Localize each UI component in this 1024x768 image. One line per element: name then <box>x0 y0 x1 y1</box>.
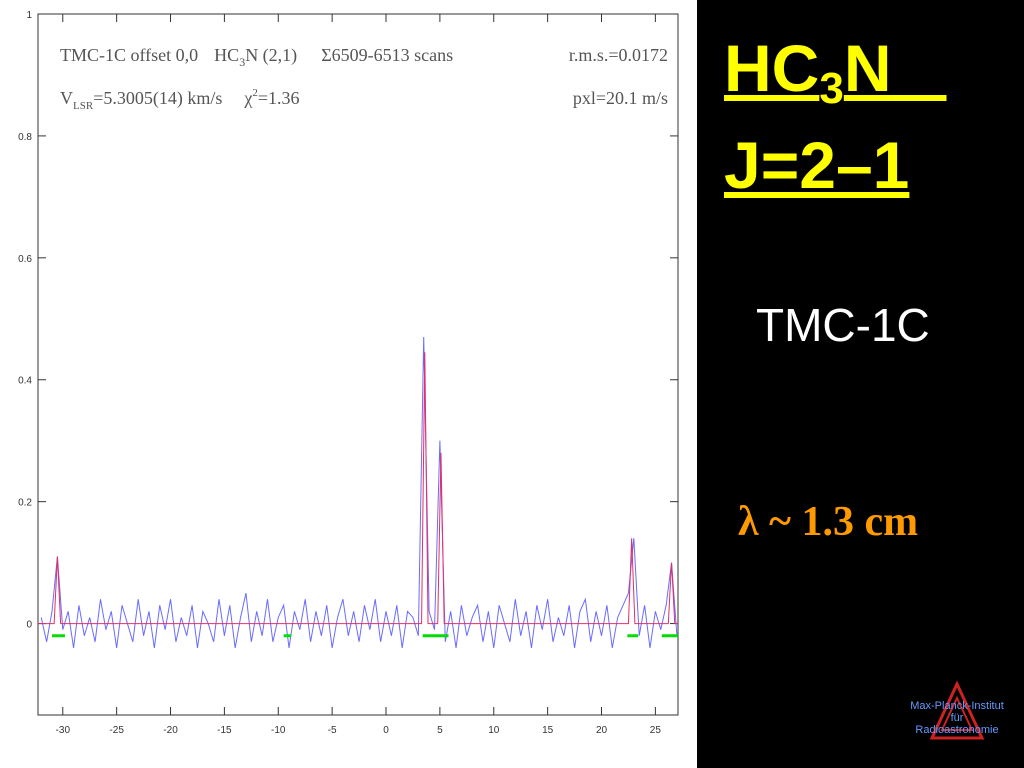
header-text: =1.36 <box>258 88 300 108</box>
x-tick-label: -10 <box>271 725 286 736</box>
header-text: =5.3005(14) km/s <box>93 88 222 109</box>
x-tick-label: 10 <box>488 725 500 736</box>
wavelength: λ ~ 1.3 cm <box>738 499 919 545</box>
x-tick-label: 25 <box>650 725 662 736</box>
slide-title: HC3N J=2–1 <box>724 30 947 203</box>
header-text: 2 <box>252 87 258 99</box>
y-tick-label: 0.6 <box>18 254 32 265</box>
chart-background <box>0 0 697 768</box>
chart: 0 0.2 0.4 0.6 0.8 1 -30 -25 -20 -15 -10 -5 0 5 10 15 20 2… <box>0 0 697 768</box>
x-tick-label: -15 <box>217 725 232 736</box>
y-tick-label: 0.4 <box>18 376 32 387</box>
logo-text: für <box>950 712 964 724</box>
source-name: TMC-1C <box>756 299 930 351</box>
x-tick-label: 5 <box>437 725 443 736</box>
logo-icon <box>929 680 985 740</box>
header-text: V <box>60 88 73 108</box>
x-tick-label: 15 <box>542 725 554 736</box>
title-text: N <box>843 31 892 105</box>
header-line-2: VLSR=5.3005(14) km/s χ2=1.36 <box>60 87 300 112</box>
header-text: 3 <box>239 55 245 69</box>
header-line-1: TMC-1C offset 0,0 HC3N (2,1) Σ6509-6513 sc… <box>60 45 453 69</box>
spectrum-line <box>40 337 678 649</box>
plot-frame <box>37 13 679 716</box>
header-text: r.m.s.=0.0172 <box>569 45 668 65</box>
x-tick-label: 20 <box>596 725 608 736</box>
header-text: LSR <box>73 100 94 112</box>
title-subscript: 3 <box>819 64 844 113</box>
header-text: HC <box>214 45 239 65</box>
y-tick-label: 0.2 <box>18 498 32 509</box>
x-tick-label: 0 <box>383 725 389 736</box>
logo-text: Max-Planck-Institut <box>910 700 1004 712</box>
header-text: χ <box>243 88 252 108</box>
transition: J=2–1 <box>724 128 910 202</box>
y-tick-label: 1 <box>26 10 32 21</box>
spectrum-line <box>38 352 678 625</box>
y-tick-label: 0.8 <box>18 132 32 143</box>
molecule: HC3N <box>724 30 947 127</box>
x-tick-label: -25 <box>109 725 124 736</box>
institute-logo: Max-Planck-Institut für Radioastronomie <box>890 680 1024 760</box>
title-text: HC <box>724 31 820 105</box>
x-tick-label: -30 <box>56 725 71 736</box>
header-text: Σ6509-6513 scans <box>321 45 453 65</box>
logo-text: Radioastronomie <box>915 724 999 736</box>
x-tick-label: -20 <box>163 725 178 736</box>
y-tick-label: 0 <box>26 620 32 631</box>
x-tick-label: -5 <box>328 725 337 736</box>
header-text: pxl=20.1 m/s <box>573 88 668 108</box>
header-text: TMC-1C offset 0,0 <box>60 45 198 65</box>
header-text: N (2,1) <box>245 45 297 66</box>
